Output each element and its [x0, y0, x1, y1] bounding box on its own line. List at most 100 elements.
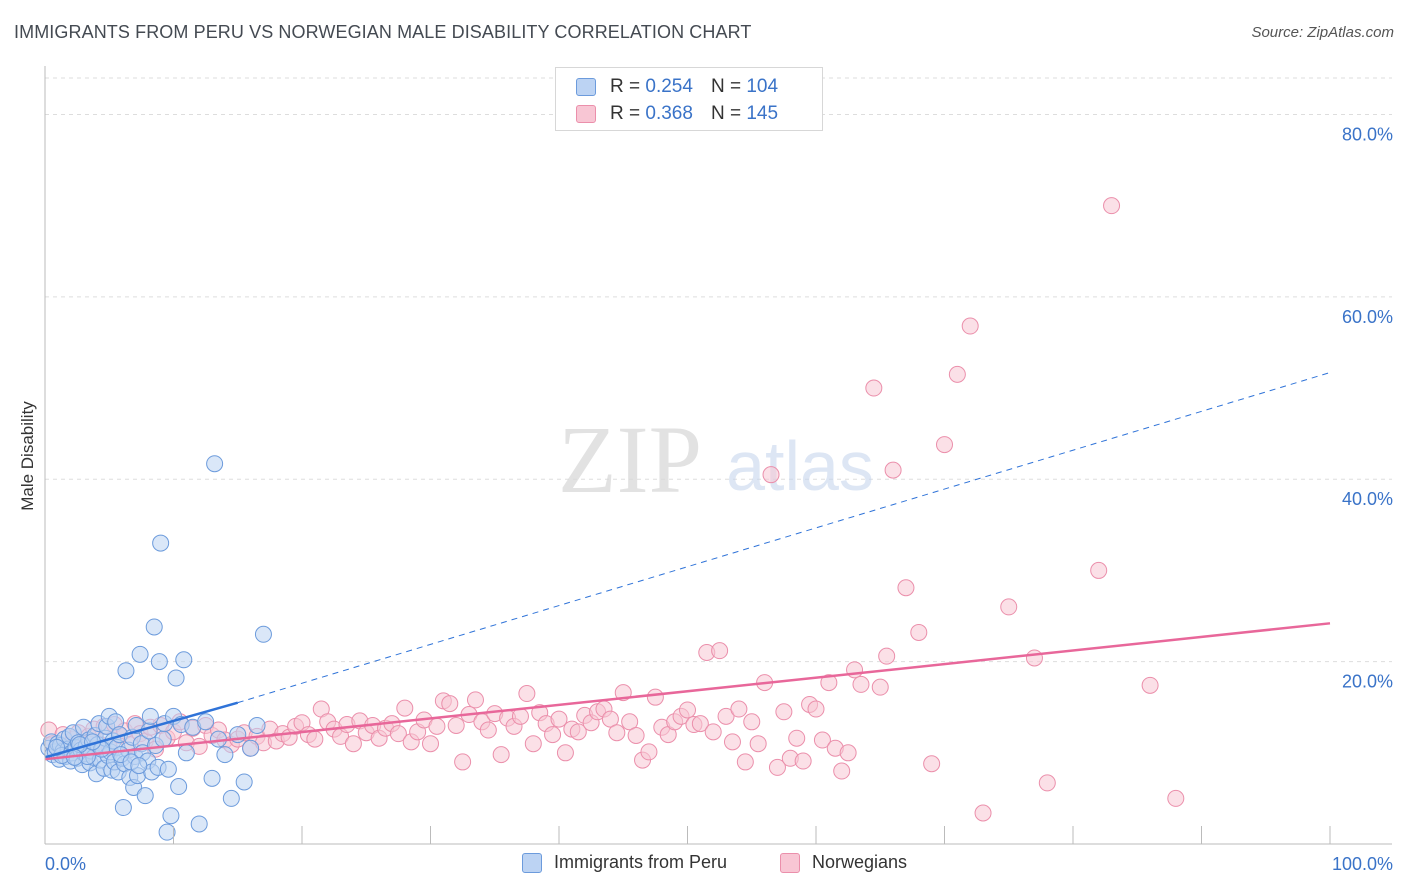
- norwegian-point: [839, 744, 857, 762]
- norwegian-point: [1090, 561, 1108, 579]
- peru-point: [222, 789, 240, 807]
- peru-point: [159, 760, 177, 778]
- peru-point: [170, 778, 188, 796]
- norwegian-point: [865, 379, 883, 397]
- norwegian-point: [775, 703, 793, 721]
- norwegian-point: [936, 436, 953, 454]
- norwegian-point: [544, 726, 562, 744]
- peru-point: [162, 807, 180, 825]
- norwegian-point: [428, 717, 446, 735]
- norwegian-point: [1025, 649, 1043, 667]
- legend-item-peru[interactable]: Immigrants from Peru: [522, 852, 727, 873]
- norwegian-point: [550, 710, 568, 728]
- points-layer: [40, 197, 1185, 841]
- peru-point: [248, 716, 266, 734]
- series-legend: Immigrants from Peru Norwegians: [0, 852, 1406, 876]
- norwegian-point: [422, 735, 439, 753]
- y-tick-label: 40.0%: [1342, 489, 1393, 509]
- norwegian-point: [441, 695, 459, 713]
- norwegian-point: [344, 735, 362, 753]
- legend-label-norwegians: Norwegians: [812, 852, 908, 872]
- norwegian-point: [479, 721, 497, 739]
- legend-swatch-pink: [576, 105, 596, 123]
- norwegian-point: [910, 623, 928, 641]
- norwegian-point: [556, 744, 574, 762]
- norwegian-point: [948, 365, 966, 383]
- norwegian-point: [518, 685, 536, 703]
- y-tick-label: 60.0%: [1342, 307, 1393, 327]
- legend-swatch-blue: [576, 78, 596, 96]
- peru-point: [130, 757, 148, 775]
- norwegian-point: [569, 723, 587, 741]
- peru-point: [117, 662, 135, 680]
- peru-point: [158, 823, 176, 841]
- legend-n-label: N =: [710, 76, 742, 97]
- peru-point: [136, 787, 154, 805]
- legend-n-value: 104: [746, 76, 779, 97]
- peru-trend-extension: [237, 372, 1331, 704]
- grid-layer: [45, 77, 1392, 663]
- axis-layer: 20.0% 40.0% 60.0% 80.0% 0.0% 100.0%: [44, 66, 1393, 874]
- norwegian-point: [1038, 774, 1056, 792]
- norwegian-point: [923, 755, 941, 773]
- norwegian-point: [749, 735, 767, 753]
- norwegian-point: [601, 710, 619, 728]
- peru-point: [190, 815, 208, 833]
- norwegian-point: [794, 752, 812, 770]
- norwegian-point: [871, 678, 889, 696]
- peru-point: [150, 653, 168, 671]
- legend-r-value: 0.368: [645, 103, 693, 124]
- x-tick-label: 0.0%: [45, 854, 86, 874]
- legend-n-value: 145: [746, 103, 779, 124]
- peru-point: [203, 769, 221, 787]
- legend-r-value: 0.254: [645, 76, 693, 97]
- legend-item-norwegians[interactable]: Norwegians: [780, 852, 907, 873]
- norwegian-point: [974, 804, 992, 822]
- peru-point: [175, 651, 193, 669]
- norwegian-point: [646, 688, 664, 706]
- norwegian-point: [762, 466, 780, 484]
- chart-title: IMMIGRANTS FROM PERU VS NORWEGIAN MALE D…: [14, 22, 752, 42]
- norwegian-point: [704, 723, 722, 741]
- norwegian-point: [820, 674, 838, 692]
- norwegian-point: [852, 675, 870, 693]
- norwegian-point: [524, 735, 542, 753]
- norwegian-point: [961, 317, 979, 335]
- y-tick-label: 20.0%: [1342, 672, 1393, 692]
- peru-point: [154, 730, 172, 748]
- norwegian-point: [884, 461, 902, 479]
- watermark-zip: ZIP: [558, 406, 702, 513]
- norwegian-point: [723, 733, 741, 751]
- norwegian-point: [833, 762, 851, 780]
- norwegian-point: [466, 691, 484, 709]
- peru-point: [206, 455, 224, 473]
- legend-swatch-pink: [780, 852, 800, 873]
- legend-row-norwegians: R = 0.368 N = 145: [576, 103, 778, 125]
- norwegian-point: [691, 715, 709, 733]
- legend-swatch-blue: [522, 852, 542, 873]
- legend-r-label: R =: [610, 76, 641, 97]
- norwegian-point: [768, 758, 786, 776]
- peru-point: [152, 534, 170, 552]
- norwegian-point: [608, 724, 626, 742]
- norwegian-point: [454, 753, 472, 771]
- peru-point: [197, 713, 215, 731]
- source-credit: Source: ZipAtlas.com: [1251, 24, 1394, 41]
- peru-point: [131, 645, 149, 663]
- norwegian-point: [897, 579, 915, 597]
- norwegian-point: [813, 731, 831, 749]
- trend-layer: [44, 372, 1331, 761]
- x-tick-label: 100.0%: [1332, 854, 1393, 874]
- norwegian-point: [878, 647, 896, 665]
- norwegian-point: [621, 713, 639, 731]
- peru-point: [145, 618, 163, 636]
- norwegian-point: [1103, 197, 1121, 215]
- watermark: ZIP atlas: [558, 406, 874, 513]
- peru-point: [235, 773, 253, 791]
- norwegian-point: [1167, 789, 1185, 807]
- peru-point: [141, 707, 159, 725]
- peru-point: [177, 744, 195, 762]
- norwegian-point: [730, 700, 748, 718]
- norwegian-point: [807, 700, 825, 718]
- norwegian-point: [711, 642, 729, 660]
